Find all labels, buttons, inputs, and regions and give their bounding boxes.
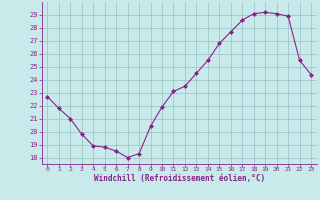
X-axis label: Windchill (Refroidissement éolien,°C): Windchill (Refroidissement éolien,°C)	[94, 174, 265, 183]
